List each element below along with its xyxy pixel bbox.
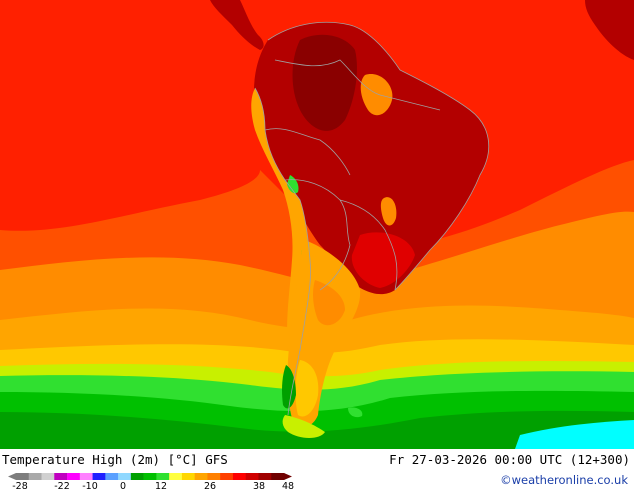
temperature-map xyxy=(0,0,634,449)
pampas-orange xyxy=(313,280,345,326)
legend-swatch xyxy=(232,473,247,480)
legend-swatch xyxy=(220,473,234,480)
legend-swatch xyxy=(79,473,93,480)
legend-tick-label: -28 xyxy=(12,481,28,490)
map-title: Temperature High (2m) [°C] GFS xyxy=(2,452,228,467)
falklands xyxy=(348,407,363,418)
legend-ticks: -28 -22 -10 0 12 26 38 48 xyxy=(12,481,294,490)
legend-swatch xyxy=(194,473,208,480)
se-brazil-red xyxy=(351,232,415,288)
chile-south-green xyxy=(282,365,296,409)
legend-swatch xyxy=(258,473,272,480)
legend-swatch xyxy=(169,473,183,480)
legend-swatch xyxy=(207,473,221,480)
legend-swatch xyxy=(28,473,42,480)
legend-swatch xyxy=(130,473,144,480)
mato-grosso-orange-patch xyxy=(380,197,397,226)
legend-swatch xyxy=(245,473,259,480)
legend-tick-label: 12 xyxy=(155,481,167,490)
color-legend: -28 -22 -10 0 12 26 38 48 xyxy=(8,473,294,490)
legend-tick-label: 38 xyxy=(253,481,265,490)
country-borders xyxy=(254,21,489,416)
legend-swatch xyxy=(143,473,157,480)
tierra-del-fuego xyxy=(282,415,325,438)
legend-swatch xyxy=(92,473,106,480)
legend-swatch xyxy=(41,473,55,480)
legend-tick-label: -22 xyxy=(54,481,70,490)
northeast-orange-patch xyxy=(360,74,393,116)
andes-orange-strip xyxy=(251,88,311,350)
legend-arrow-right xyxy=(284,473,292,480)
legend-tick-label: 0 xyxy=(120,481,126,490)
legend-arrow-left xyxy=(8,473,16,480)
legend-swatch xyxy=(118,473,132,480)
africa-corner xyxy=(585,0,634,60)
footer: Temperature High (2m) [°C] GFS Fr 27-03-… xyxy=(0,449,634,490)
legend-swatch xyxy=(16,473,30,480)
band-dark-green xyxy=(0,410,634,449)
legend-tick-label: 26 xyxy=(204,481,216,490)
legend-swatches xyxy=(8,473,292,480)
legend-tick-label: -10 xyxy=(82,481,98,490)
credit-link[interactable]: ©weatheronline.co.uk xyxy=(500,473,628,487)
legend-swatch xyxy=(105,473,119,480)
legend-swatch xyxy=(54,473,68,480)
legend-tick-label: 48 xyxy=(282,481,294,490)
forecast-datetime: Fr 27-03-2026 00:00 UTC (12+300) xyxy=(389,452,630,467)
band-south-cyan xyxy=(515,420,634,449)
legend-swatch xyxy=(67,473,81,480)
amazon-dark-area xyxy=(292,34,357,131)
central-america-land xyxy=(210,0,264,50)
patagonia-yellow xyxy=(295,360,319,417)
legend-swatch xyxy=(271,473,285,480)
legend-swatch xyxy=(156,473,170,480)
legend-swatch xyxy=(181,473,195,480)
